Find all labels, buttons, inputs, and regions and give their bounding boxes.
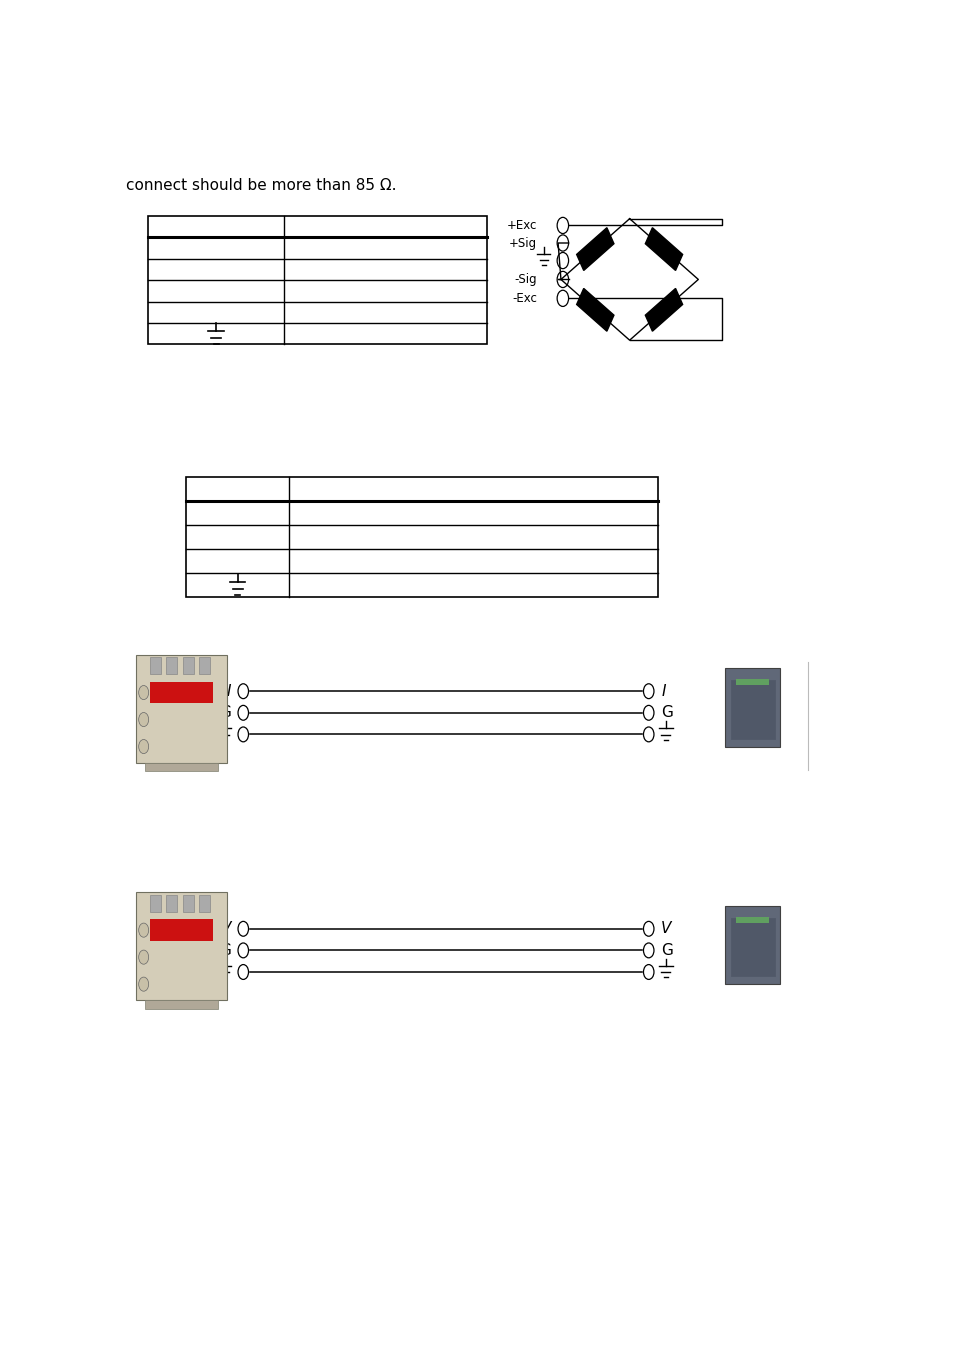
FancyBboxPatch shape bbox=[150, 657, 161, 674]
Text: I: I bbox=[226, 683, 231, 699]
Text: -Sig: -Sig bbox=[514, 273, 537, 286]
Polygon shape bbox=[644, 228, 682, 270]
FancyBboxPatch shape bbox=[724, 906, 780, 984]
FancyBboxPatch shape bbox=[724, 668, 780, 747]
Text: +Sig: +Sig bbox=[509, 236, 537, 250]
FancyBboxPatch shape bbox=[199, 657, 210, 674]
Text: V: V bbox=[220, 921, 231, 937]
Text: G: G bbox=[219, 942, 231, 958]
FancyBboxPatch shape bbox=[186, 477, 658, 597]
FancyBboxPatch shape bbox=[145, 1000, 217, 1008]
Text: I: I bbox=[660, 683, 665, 699]
FancyBboxPatch shape bbox=[166, 895, 177, 911]
Circle shape bbox=[138, 740, 149, 753]
Polygon shape bbox=[576, 228, 614, 270]
FancyBboxPatch shape bbox=[182, 657, 193, 674]
FancyBboxPatch shape bbox=[182, 895, 193, 911]
Text: +Exc: +Exc bbox=[506, 219, 537, 232]
FancyBboxPatch shape bbox=[150, 919, 213, 941]
Polygon shape bbox=[644, 289, 682, 331]
FancyBboxPatch shape bbox=[150, 682, 213, 703]
Text: V: V bbox=[660, 921, 671, 937]
FancyBboxPatch shape bbox=[150, 895, 161, 911]
Circle shape bbox=[138, 713, 149, 726]
FancyBboxPatch shape bbox=[736, 917, 768, 923]
Text: G: G bbox=[660, 942, 672, 958]
Circle shape bbox=[138, 686, 149, 699]
FancyBboxPatch shape bbox=[199, 895, 210, 911]
Circle shape bbox=[138, 950, 149, 964]
Polygon shape bbox=[576, 289, 614, 331]
Text: G: G bbox=[219, 705, 231, 721]
FancyBboxPatch shape bbox=[730, 918, 774, 976]
FancyBboxPatch shape bbox=[736, 679, 768, 686]
FancyBboxPatch shape bbox=[136, 655, 227, 763]
FancyBboxPatch shape bbox=[148, 216, 486, 344]
FancyBboxPatch shape bbox=[166, 657, 177, 674]
Circle shape bbox=[138, 977, 149, 991]
Text: G: G bbox=[660, 705, 672, 721]
Text: connect should be more than 85 Ω.: connect should be more than 85 Ω. bbox=[126, 178, 396, 193]
FancyBboxPatch shape bbox=[730, 680, 774, 738]
FancyBboxPatch shape bbox=[145, 763, 217, 771]
Circle shape bbox=[138, 923, 149, 937]
Text: -Exc: -Exc bbox=[512, 292, 537, 305]
FancyBboxPatch shape bbox=[136, 892, 227, 1000]
